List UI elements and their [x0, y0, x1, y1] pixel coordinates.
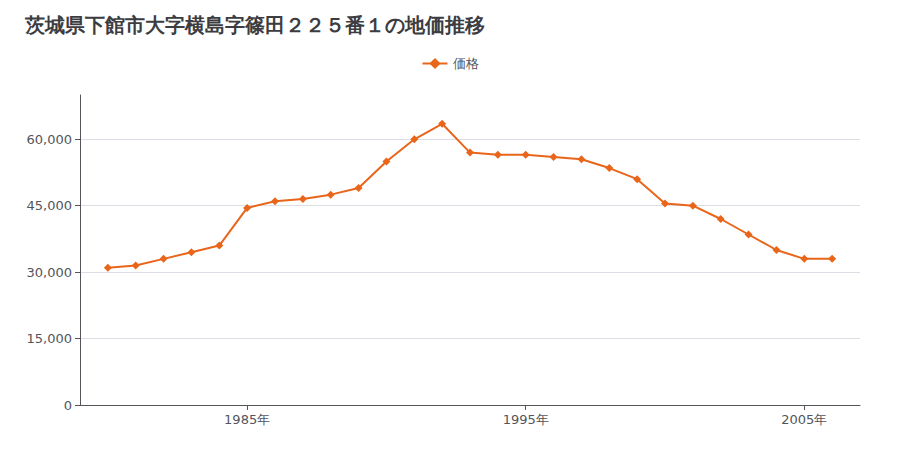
svg-text:60,000: 60,000	[27, 132, 73, 147]
svg-text:1985年: 1985年	[224, 412, 270, 427]
svg-text:価格: 価格	[453, 56, 479, 71]
svg-text:45,000: 45,000	[27, 198, 73, 213]
svg-text:2005年: 2005年	[781, 412, 827, 427]
svg-text:15,000: 15,000	[27, 331, 73, 346]
svg-text:1995年: 1995年	[503, 412, 549, 427]
svg-text:0: 0	[64, 398, 72, 413]
svg-text:茨城県下館市大字横島字篠田２２５番１の地価推移: 茨城県下館市大字横島字篠田２２５番１の地価推移	[24, 13, 485, 37]
svg-text:30,000: 30,000	[27, 265, 73, 280]
